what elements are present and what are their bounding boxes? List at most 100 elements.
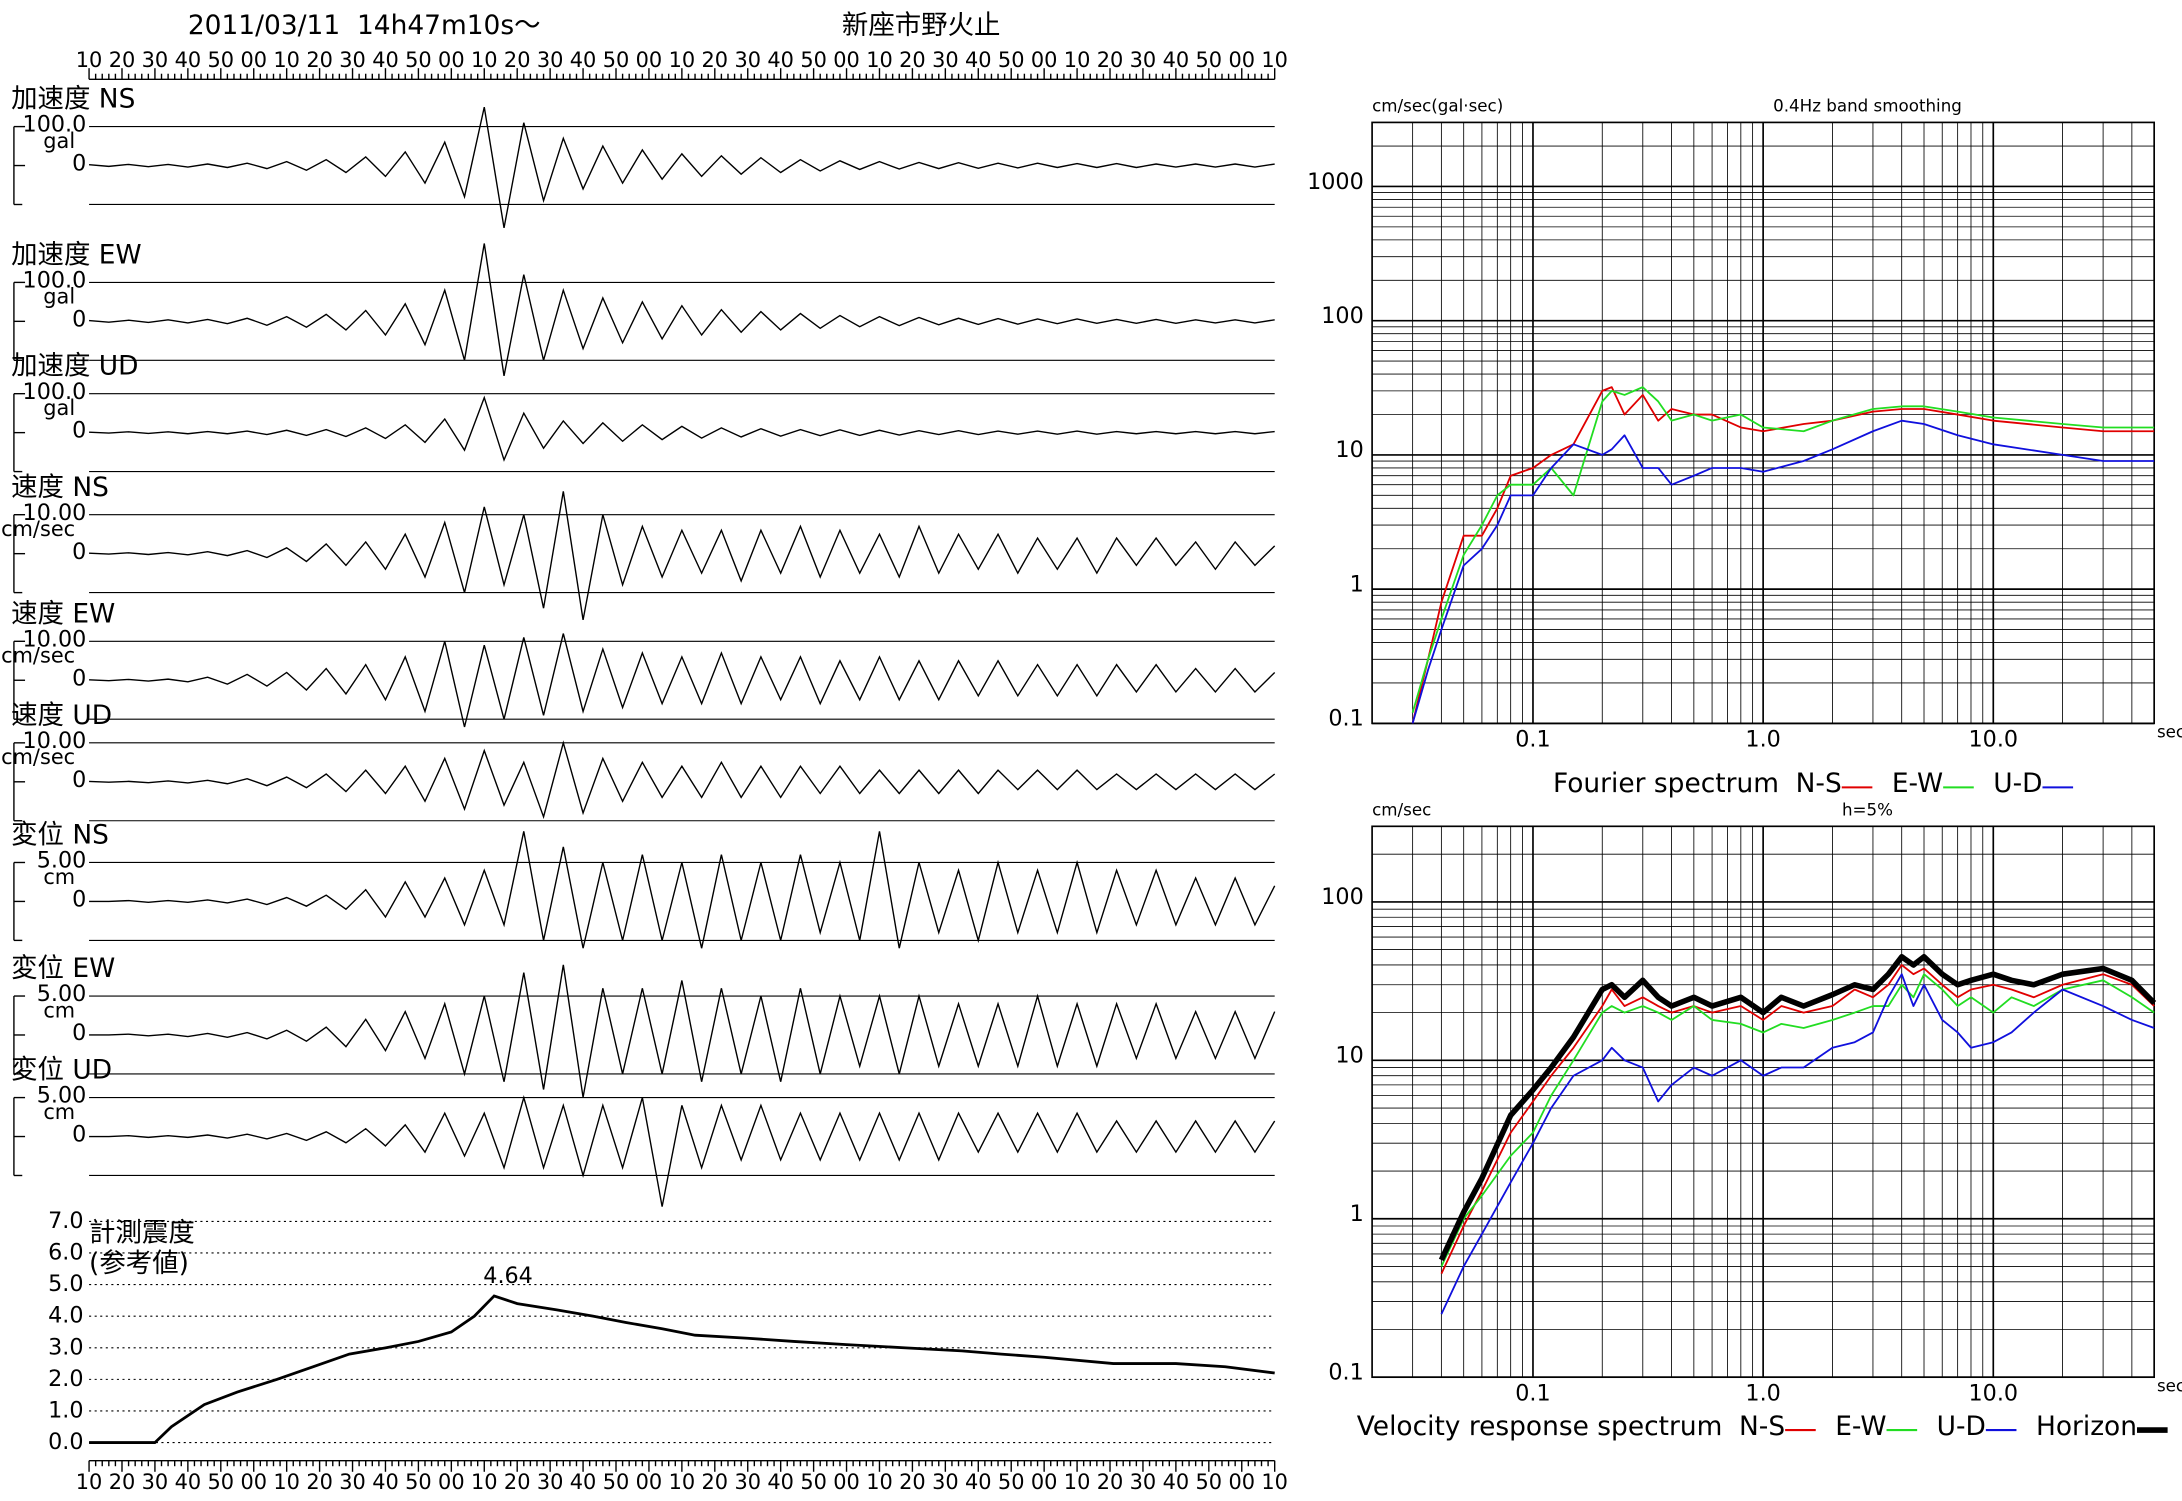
- scale-label: 10.00: [23, 728, 87, 754]
- unit-label: cm/sec: [1, 745, 75, 769]
- scale-label: 10.00: [23, 626, 87, 652]
- time-tick-label: 00: [1228, 48, 1255, 72]
- unit-label: gal: [43, 285, 75, 309]
- time-tick-label: 20: [109, 48, 136, 72]
- time-tick-label: 50: [208, 1470, 235, 1494]
- time-tick-label: 10: [866, 1470, 893, 1494]
- time-tick-label: 30: [537, 48, 564, 72]
- waveform-trace: [89, 395, 1275, 462]
- legend-title: Fourier spectrum: [1553, 768, 1779, 799]
- time-tick-label: 50: [208, 48, 235, 72]
- legend-label: E-W: [1892, 768, 1943, 799]
- time-tick-label: 20: [702, 48, 729, 72]
- y-tick-label: 0.0: [48, 1429, 83, 1455]
- time-tick-label: 20: [899, 48, 926, 72]
- spectrum-line: [1440, 973, 2155, 1315]
- station-name: 新座市野火止: [842, 10, 1001, 41]
- time-tick-label: 00: [833, 1470, 860, 1494]
- scale-label: 0: [72, 151, 86, 177]
- y-axis-label: 計測震度: [89, 1217, 195, 1248]
- time-tick-label: 30: [932, 48, 959, 72]
- x-tick-label: 0.1: [1515, 727, 1550, 753]
- record-time: 2011/03/11 14h47m10s〜: [188, 10, 541, 41]
- y-tick-label: 4.0: [48, 1303, 83, 1329]
- scale-label: 5.00: [37, 981, 87, 1007]
- time-tick-label: 40: [1163, 48, 1190, 72]
- legend-label: U-D: [1937, 1411, 1986, 1442]
- time-tick-label: 20: [1097, 48, 1124, 72]
- time-tick-label: 10: [1261, 1470, 1288, 1494]
- y-tick-label: 2.0: [48, 1366, 83, 1392]
- panel-label: 加速度 UD: [11, 351, 138, 382]
- time-tick-label: 30: [142, 48, 169, 72]
- waveform-trace: [89, 1095, 1276, 1207]
- peak-label: 4.64: [483, 1263, 533, 1289]
- time-tick-label: 30: [339, 48, 366, 72]
- y-axis-label: cm/sec(gal·sec): [1372, 97, 1503, 116]
- scale-label: 100.0: [23, 112, 87, 138]
- time-tick-label: 40: [965, 1470, 992, 1494]
- y-tick-label: 0.1: [1328, 706, 1363, 732]
- time-tick-label: 50: [998, 48, 1025, 72]
- time-tick-label: 40: [767, 1470, 794, 1494]
- scale-label: 0: [72, 1122, 86, 1148]
- y-axis-label: (参考値): [89, 1248, 189, 1279]
- legend-title: Velocity response spectrum: [1357, 1411, 1723, 1442]
- time-tick-label: 20: [504, 48, 531, 72]
- time-tick-label: 30: [142, 1470, 169, 1494]
- y-tick-label: 0.1: [1328, 1360, 1363, 1386]
- time-tick-label: 10: [471, 1470, 498, 1494]
- x-tick-label: 1.0: [1745, 1380, 1780, 1406]
- waveform-trace: [89, 243, 1275, 377]
- panel-label: 速度 EW: [11, 598, 115, 629]
- y-axis-label: cm/sec: [1372, 801, 1431, 820]
- intensity-line: [89, 1294, 1275, 1444]
- time-tick-label: 10: [76, 1470, 103, 1494]
- time-tick-label: 00: [240, 1470, 267, 1494]
- time-tick-label: 30: [734, 1470, 761, 1494]
- time-tick-label: 30: [1130, 1470, 1157, 1494]
- spectrum-line: [1438, 954, 2157, 1262]
- scale-label: 0: [72, 767, 86, 793]
- unit-label: gal: [43, 129, 75, 153]
- time-tick-label: 50: [603, 48, 630, 72]
- unit-label: cm: [43, 1100, 75, 1124]
- time-tick-label: 10: [1064, 48, 1091, 72]
- y-tick-label: 1: [1350, 1201, 1364, 1227]
- spectrum-line: [1411, 419, 2155, 724]
- scale-label: 5.00: [37, 848, 87, 874]
- time-tick-label: 50: [405, 48, 432, 72]
- scale-label: 10.00: [23, 500, 87, 526]
- panel-label: 速度 UD: [11, 700, 112, 731]
- panel-label: 加速度 NS: [11, 84, 135, 115]
- time-tick-label: 40: [175, 48, 202, 72]
- waveform-trace: [89, 740, 1276, 820]
- panel-label: 速度 NS: [11, 472, 109, 503]
- y-tick-label: 6.0: [48, 1239, 83, 1265]
- waveform-trace: [89, 964, 1276, 1098]
- waveform-trace: [89, 491, 1276, 621]
- time-tick-label: 40: [372, 1470, 399, 1494]
- time-tick-label: 00: [1228, 1470, 1255, 1494]
- scale-label: 0: [72, 887, 86, 913]
- x-tick-label: 0.1: [1515, 1380, 1550, 1406]
- time-tick-label: 40: [1163, 1470, 1190, 1494]
- time-tick-label: 50: [800, 48, 827, 72]
- time-tick-label: 20: [306, 48, 333, 72]
- spectrum-line: [1411, 386, 2155, 724]
- scale-label: 0: [72, 539, 86, 565]
- time-tick-label: 30: [932, 1470, 959, 1494]
- time-tick-label: 10: [273, 48, 300, 72]
- y-tick-label: 1000: [1307, 169, 1364, 195]
- time-tick-label: 10: [273, 1470, 300, 1494]
- time-tick-label: 30: [537, 1470, 564, 1494]
- y-tick-label: 1: [1350, 571, 1364, 597]
- time-tick-label: 20: [109, 1470, 136, 1494]
- scale-label: 5.00: [37, 1083, 87, 1109]
- time-tick-label: 00: [1031, 1470, 1058, 1494]
- unit-label: cm/sec: [1, 644, 75, 668]
- time-tick-label: 00: [438, 48, 465, 72]
- scale-label: 0: [72, 1020, 86, 1046]
